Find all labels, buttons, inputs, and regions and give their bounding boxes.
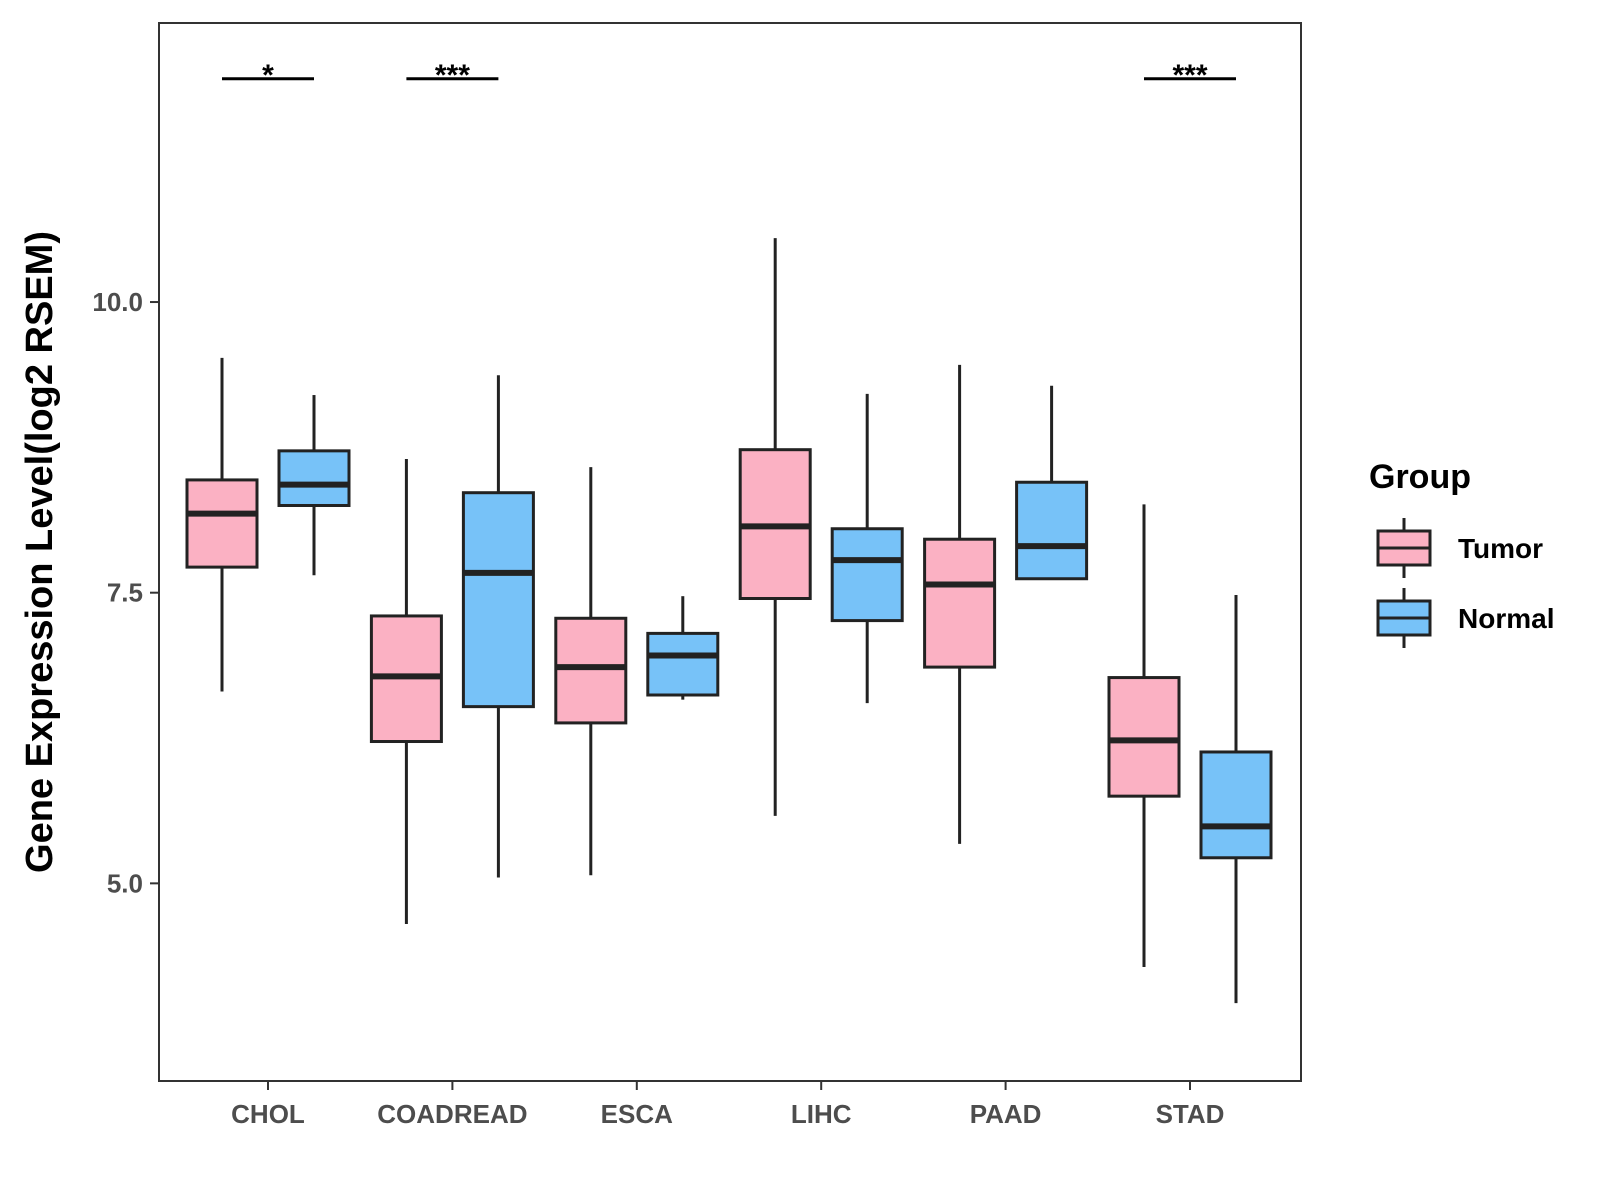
legend-label: Tumor [1458, 533, 1543, 564]
x-tick-label: STAD [1156, 1099, 1225, 1129]
legend-title: Group [1369, 458, 1471, 496]
box-esca-normal [646, 596, 720, 700]
box-stad-normal [1199, 595, 1273, 1004]
y-tick-label: 7.5 [107, 578, 143, 608]
plot-panel [158, 22, 1302, 1082]
legend-label: Normal [1458, 603, 1554, 634]
x-tick-label: ESCA [601, 1099, 673, 1129]
box-esca-tumor [554, 467, 628, 876]
sig-coadread: *** [406, 59, 499, 92]
x-axis: CHOL COADREAD ESCA LIHC PAAD STAD [231, 1081, 1224, 1129]
boxes [185, 238, 1273, 1004]
box-lihc-normal [830, 393, 904, 704]
box-chol-tumor [185, 357, 259, 692]
box-iqr [830, 527, 904, 623]
box-lihc-tumor [738, 238, 812, 816]
box-chol-normal [277, 395, 351, 576]
significance-annotations: * *** *** [222, 59, 1236, 92]
box-iqr [461, 491, 535, 709]
sig-chol: * [222, 59, 314, 92]
box-iqr [1015, 480, 1089, 581]
box-iqr [554, 616, 628, 725]
sig-stad: *** [1144, 59, 1236, 92]
y-tick-label: 10.0 [92, 287, 143, 317]
box-iqr [1199, 750, 1273, 860]
sig-label: *** [435, 59, 470, 92]
box-paad-normal [1015, 385, 1089, 581]
legend-item-tumor: Tumor [1376, 518, 1543, 578]
box-iqr [185, 478, 259, 569]
legend: Group Tumor Normal [1369, 458, 1554, 648]
y-tick-label: 5.0 [107, 868, 143, 898]
y-axis-title: Gene Expression Level(log2 RSEM) [19, 231, 61, 873]
box-coadread-normal [461, 375, 535, 878]
sig-label: *** [1172, 59, 1207, 92]
box-paad-tumor [923, 364, 997, 844]
x-tick-label: LIHC [791, 1099, 852, 1129]
x-tick-label: PAAD [970, 1099, 1042, 1129]
box-iqr [646, 631, 720, 697]
sig-label: * [262, 59, 274, 92]
y-axis: 5.0 7.5 10.0 [92, 287, 159, 898]
box-coadread-tumor [369, 458, 443, 925]
x-tick-label: CHOL [231, 1099, 305, 1129]
box-stad-tumor [1107, 504, 1181, 968]
box-iqr [923, 537, 997, 669]
x-tick-label: COADREAD [377, 1099, 527, 1129]
box-iqr [277, 449, 351, 507]
box-iqr [1107, 676, 1181, 798]
legend-item-normal: Normal [1376, 588, 1554, 648]
